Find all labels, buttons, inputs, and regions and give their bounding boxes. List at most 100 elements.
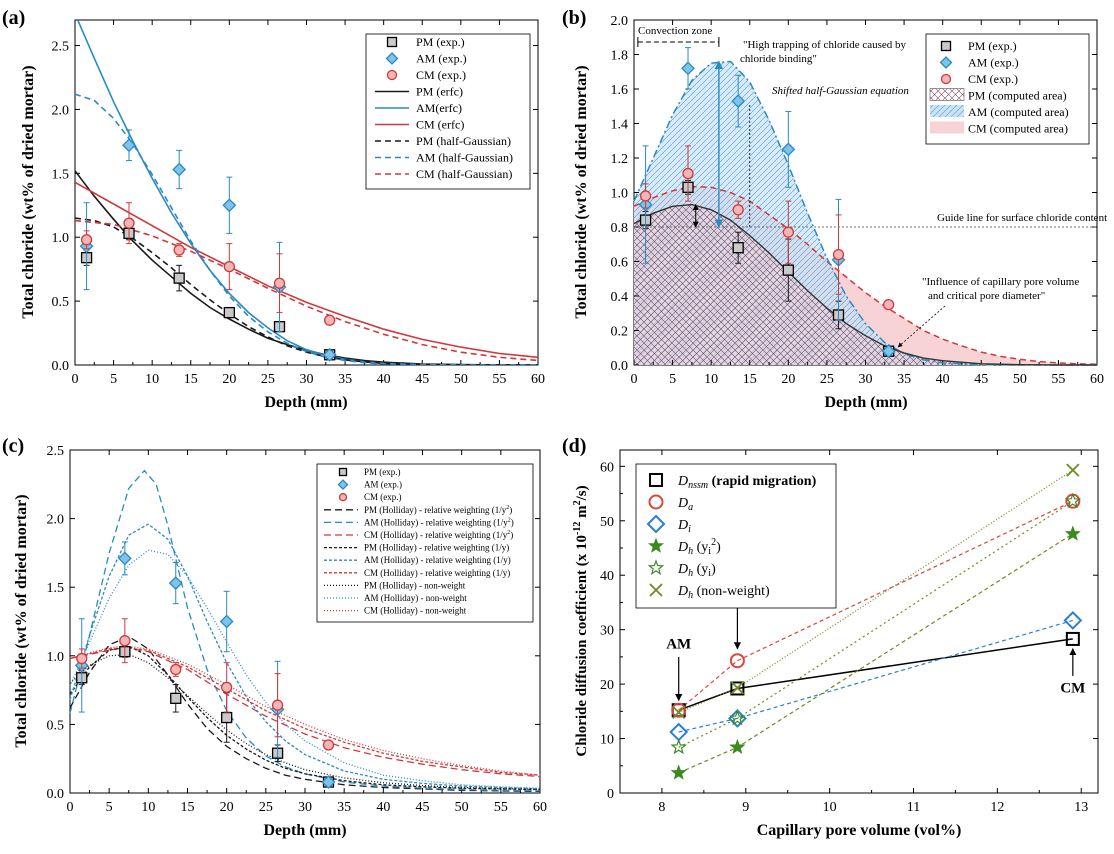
y-tick-label: 2.0 (611, 14, 629, 29)
x-tick-label: 25 (261, 372, 275, 387)
x-tick-label: 25 (820, 372, 834, 387)
legend-label-pm-rw2: PM (Holliday) - relative weighting (1/y2… (364, 505, 512, 515)
y-tick-label: 10 (600, 733, 614, 748)
series-cm-exp (639, 145, 895, 311)
curve-pm-rw2 (69, 635, 541, 793)
x-tick-label: 60 (1090, 372, 1104, 387)
line-dh-y1 (678, 500, 1074, 748)
x-tick-label: 10 (141, 800, 155, 815)
y-tick-label: 1.2 (611, 152, 629, 167)
point-dh-nw (1066, 463, 1080, 477)
point-dh-y1 (729, 709, 746, 726)
x-tick-label: 10 (704, 372, 718, 387)
legend-marker-da (648, 494, 664, 510)
x-tick-label: 45 (416, 800, 430, 815)
legend-label-rsub: i (708, 546, 711, 557)
points-a (79, 129, 337, 362)
cm-exp-point (119, 635, 131, 647)
legend-label-sub: i (688, 524, 691, 535)
panel-label-c: (c) (2, 435, 24, 457)
series-cm-exp (76, 618, 335, 751)
y-axis-label-unit: m (574, 505, 590, 522)
y-axis-label-end: /s) (574, 485, 590, 501)
points-c (74, 541, 336, 789)
x-tick-label: 8 (658, 800, 665, 815)
cm-exp-point (273, 277, 286, 289)
legend-label-sup: 2 (507, 530, 510, 536)
legend-label-am-exp: AM (exp.) (416, 52, 467, 66)
high-trapping-note-line1: "High trapping of chloride caused by (743, 39, 907, 51)
legend-label-dh-nw: Dh (non-weight) (677, 584, 770, 601)
legend-marker-am (939, 56, 953, 69)
y-tick-label: 1.0 (47, 650, 65, 665)
x-tick-label: 60 (533, 800, 547, 815)
x-tick-label: 30 (298, 800, 312, 815)
x-tick-label: 12 (990, 800, 1004, 815)
legend-label-cm-erfc: CM (erfc) (416, 118, 464, 132)
curve-pm-nw (69, 653, 541, 790)
x-tick-label: 11 (907, 800, 920, 815)
legend-label-main: D (677, 518, 688, 533)
influence-note-line2: and critical pore diameter" (928, 290, 1045, 302)
pm-computed-area-hatch (634, 204, 1097, 365)
legend-marker-di (646, 514, 666, 534)
x-tick-label: 40 (376, 800, 390, 815)
am-exp-point (222, 198, 237, 213)
points-b (638, 47, 896, 359)
x-tick-label: 15 (181, 800, 195, 815)
legend-label-dh-y2: Dh (yi2) (677, 537, 721, 557)
y-tick-label: 0.4 (611, 290, 629, 305)
legend-label-pm-hg: PM (half-Gaussian) (416, 134, 511, 148)
legend-label-cm-exp: CM (exp.) (364, 492, 402, 502)
y-tick-label: 2.5 (52, 40, 70, 55)
x-axis-label-d: Capillary pore volume (vol%) (757, 822, 962, 839)
panel-b: 0 5 10 15 20 25 30 35 40 45 50 55 60 0.0 0.2 0.4 0.6 0.8 1… (573, 14, 1107, 411)
legend-swatch-cm-area (930, 121, 964, 134)
point-dh-y1 (1064, 492, 1082, 509)
legend-label-pm-nw: PM (Holliday) - non-weight (364, 580, 466, 590)
am-exp-point (168, 576, 183, 591)
y-tick-label: 60 (600, 460, 614, 475)
x-tick-label: 15 (184, 372, 198, 387)
panel-label-d: (d) (562, 435, 586, 457)
annotations-b: Convection zone "High trapping of chlori… (637, 25, 1107, 348)
x-tick-label: 0 (67, 800, 74, 815)
y-tick-label: 0.2 (611, 325, 629, 340)
legend-label-cm-rw1: CM (Holliday) - relative weighting (1/y) (364, 568, 510, 578)
curves-b (633, 60, 1098, 366)
x-tick-label: 20 (222, 372, 236, 387)
cm-exp-point (221, 681, 233, 694)
legend-label-rest: (rapid migration) (708, 474, 816, 489)
y-tick-label: 0.8 (611, 221, 629, 236)
point-dh-nw (730, 681, 745, 695)
curve-cm-nw (69, 645, 541, 776)
legend-label-rsup: 2 (711, 537, 716, 548)
cm-exp-point (732, 204, 744, 216)
x-axis-label-a: Depth (mm) (264, 394, 347, 411)
label-am: AM (666, 637, 691, 653)
legend-a: PM (exp.) AM (exp.) CM (exp.) PM (erfc) AM(e… (365, 33, 531, 190)
cm-exp-point (80, 234, 93, 246)
series-cm-exp (80, 202, 336, 326)
legend-label-am-exp: AM (exp.) (364, 480, 402, 490)
legend-label-sub: h (688, 590, 693, 601)
y-axis-label-a: Total chloride (wt% of dried mortar) (20, 65, 37, 318)
x-tick-label: 30 (300, 372, 314, 387)
am-exp-point (321, 775, 336, 789)
plot-frame-d (619, 449, 1099, 794)
legend-frame-d (635, 463, 837, 609)
legend-label-sub: h (688, 568, 693, 579)
x-tick-label: 20 (781, 372, 795, 387)
cm-exp-point (323, 314, 336, 326)
x-tick-label: 25 (259, 800, 273, 815)
y-tick-label: 1.5 (52, 167, 70, 182)
legend-label-pm-rw1: PM (Holliday) - relative weighting (1/y) (364, 543, 509, 553)
cm-exp-point (639, 190, 652, 202)
x-axis-label-c: Depth (mm) (263, 822, 346, 839)
cm-exp-point (223, 260, 235, 273)
point-dnssm (730, 681, 745, 696)
x-tick-label: 45 (415, 372, 429, 387)
point-di (669, 722, 689, 742)
am-exp-point (731, 94, 746, 108)
